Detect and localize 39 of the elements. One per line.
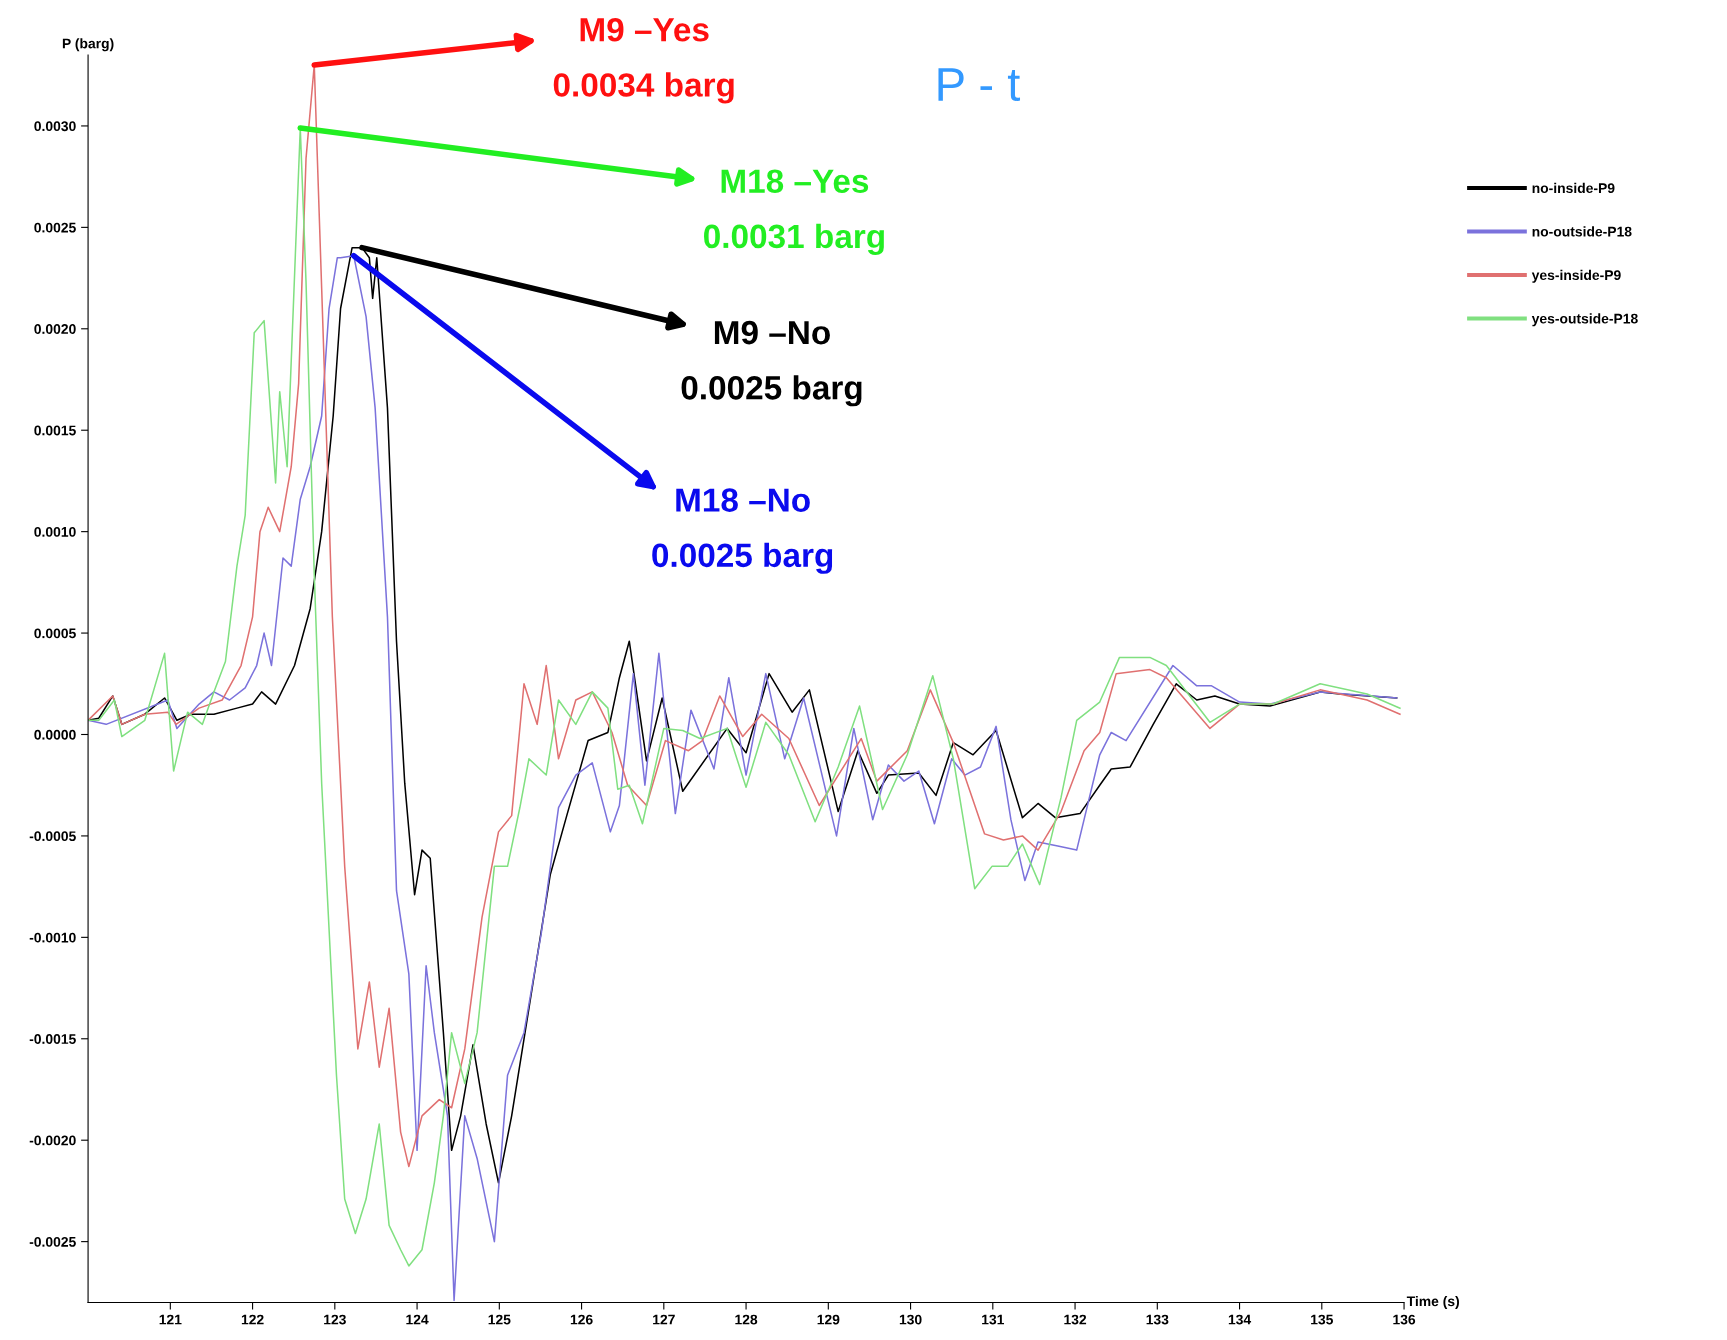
x-tick-label: 135 [1311, 1314, 1333, 1325]
x-tick-label: 122 [241, 1314, 264, 1325]
y-tick-label: -0.0010 [29, 932, 76, 943]
y-tick-label: 0.0000 [34, 729, 76, 740]
chart-title: P - t [938, 68, 1021, 102]
legend-label: no-inside-P9 [1532, 182, 1615, 194]
x-tick-label: 133 [1146, 1314, 1169, 1325]
x-tick-label: 121 [159, 1314, 182, 1325]
x-tick-label: 134 [1228, 1314, 1252, 1325]
annotation: M18 –Yes 0.0031 barg [704, 169, 884, 255]
y-axis-title: P (barg) [62, 38, 114, 52]
x-axis-title: Time (s) [1406, 1296, 1459, 1309]
y-tick-label: -0.0015 [29, 1034, 76, 1044]
y-tick-label: 0.0005 [34, 628, 76, 639]
x-tick-label: 129 [817, 1314, 840, 1325]
legend-label: yes-inside-P9 [1531, 269, 1621, 283]
y-tick-label: 0.0030 [34, 121, 76, 132]
x-tick-label: 136 [1393, 1314, 1416, 1325]
x-tick-label: 123 [324, 1314, 346, 1325]
y-tick-label: -0.0005 [29, 831, 76, 842]
annotation: M9 –Yes 0.0034 barg [553, 17, 734, 104]
y-tick-label: 0.0025 [34, 222, 76, 233]
y-tick-label: -0.0020 [29, 1135, 76, 1146]
y-tick-label: 0.0010 [34, 526, 76, 537]
x-tick-label: 126 [570, 1314, 593, 1325]
annotation: M9 –No 0.0025 barg [681, 320, 862, 407]
x-tick-label: 127 [653, 1314, 675, 1325]
legend-label: no-outside-P18 [1532, 226, 1632, 237]
x-tick-label: 128 [735, 1314, 758, 1325]
y-tick-label: -0.0025 [29, 1236, 76, 1247]
y-tick-label: 0.0015 [34, 425, 76, 436]
x-tick-label: 124 [406, 1314, 429, 1325]
x-tick-label: 125 [488, 1314, 511, 1325]
x-tick-label: 130 [899, 1314, 922, 1325]
y-tick-label: 0.0020 [34, 324, 76, 334]
legend-label: yes-outside-P18 [1531, 313, 1638, 327]
annotation: M18 –No 0.0025 barg [652, 488, 833, 574]
x-tick-label: 131 [982, 1314, 1005, 1325]
x-tick-label: 132 [1064, 1314, 1087, 1325]
